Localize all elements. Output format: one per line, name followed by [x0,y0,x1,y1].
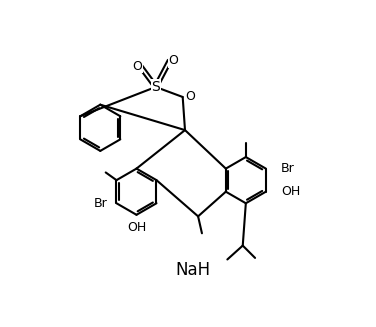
Text: OH: OH [281,185,300,198]
Text: O: O [185,90,195,103]
Text: O: O [168,54,178,67]
Text: OH: OH [127,221,146,233]
Text: S: S [152,80,160,94]
Text: O: O [132,60,142,73]
Text: Br: Br [281,162,295,175]
Text: Br: Br [94,197,108,210]
Text: NaH: NaH [175,261,210,279]
